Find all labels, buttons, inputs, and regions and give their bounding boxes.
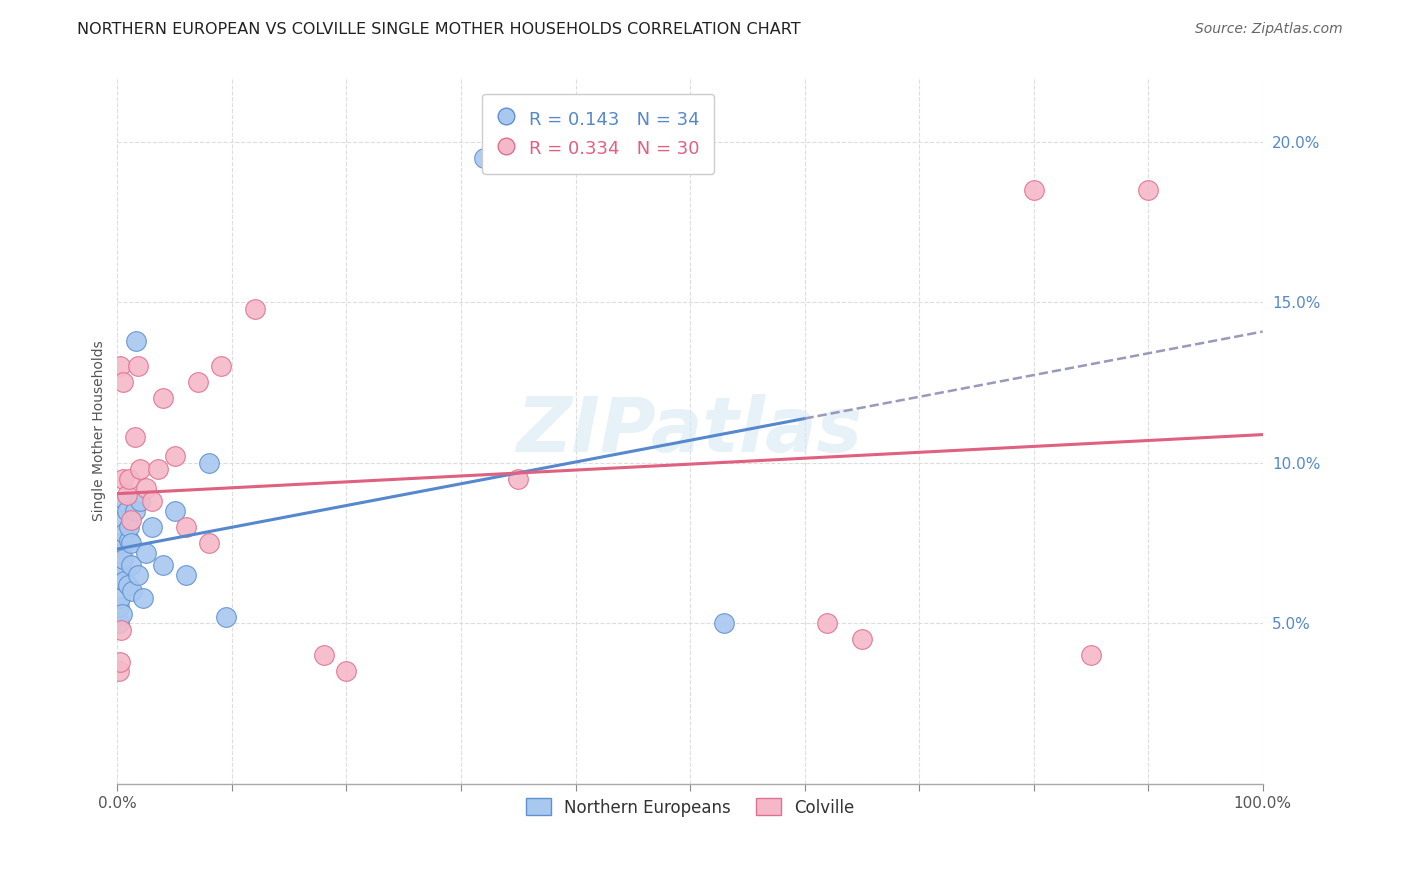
Point: [118, 520, 141, 534]
Point: [209, 359, 232, 374]
Point: [107, 616, 129, 631]
Point: [115, 504, 138, 518]
Point: [215, 609, 238, 624]
Point: [187, 376, 209, 390]
Point: [129, 462, 152, 476]
Point: [124, 430, 146, 444]
Point: [163, 504, 186, 518]
Point: [243, 301, 266, 316]
Point: [508, 472, 530, 486]
Point: [110, 623, 132, 637]
Point: [118, 472, 141, 486]
Point: [198, 536, 221, 550]
Point: [131, 591, 153, 605]
Point: [152, 392, 174, 406]
Text: Source: ZipAtlas.com: Source: ZipAtlas.com: [1195, 22, 1343, 37]
Point: [112, 552, 135, 566]
Point: [135, 545, 157, 559]
Text: ZIPatlas: ZIPatlas: [517, 393, 863, 467]
Point: [110, 558, 132, 573]
Point: [112, 574, 135, 589]
Point: [107, 665, 129, 679]
Point: [112, 376, 135, 390]
Point: [198, 456, 221, 470]
Point: [112, 472, 135, 486]
Point: [111, 607, 134, 621]
Point: [111, 536, 134, 550]
Point: [108, 359, 131, 374]
Point: [141, 494, 163, 508]
Point: [127, 568, 149, 582]
Point: [174, 520, 197, 534]
Point: [108, 568, 131, 582]
Point: [110, 545, 132, 559]
Point: [121, 584, 143, 599]
Point: [312, 648, 335, 663]
Point: [713, 616, 735, 631]
Point: [125, 334, 148, 348]
Point: [120, 558, 142, 573]
Point: [146, 462, 169, 476]
Point: [472, 151, 495, 165]
Point: [124, 504, 146, 518]
Point: [129, 494, 152, 508]
Point: [817, 616, 839, 631]
Point: [1022, 183, 1045, 197]
Point: [118, 533, 141, 547]
Point: [135, 482, 157, 496]
Point: [114, 494, 136, 508]
Point: [851, 632, 873, 647]
Point: [117, 577, 139, 591]
Point: [174, 568, 197, 582]
Point: [112, 526, 135, 541]
Point: [112, 513, 135, 527]
Point: [120, 513, 142, 527]
Point: [120, 536, 142, 550]
Point: [1137, 183, 1160, 197]
Legend: Northern Europeans, Colville: Northern Europeans, Colville: [517, 790, 863, 825]
Point: [141, 520, 163, 534]
Point: [335, 665, 357, 679]
Point: [127, 359, 149, 374]
Point: [152, 558, 174, 573]
Point: [108, 655, 131, 669]
Point: [108, 591, 131, 605]
Text: NORTHERN EUROPEAN VS COLVILLE SINGLE MOTHER HOUSEHOLDS CORRELATION CHART: NORTHERN EUROPEAN VS COLVILLE SINGLE MOT…: [77, 22, 801, 37]
Y-axis label: Single Mother Households: Single Mother Households: [93, 340, 107, 521]
Point: [107, 600, 129, 615]
Point: [115, 488, 138, 502]
Point: [163, 450, 186, 464]
Point: [1080, 648, 1102, 663]
